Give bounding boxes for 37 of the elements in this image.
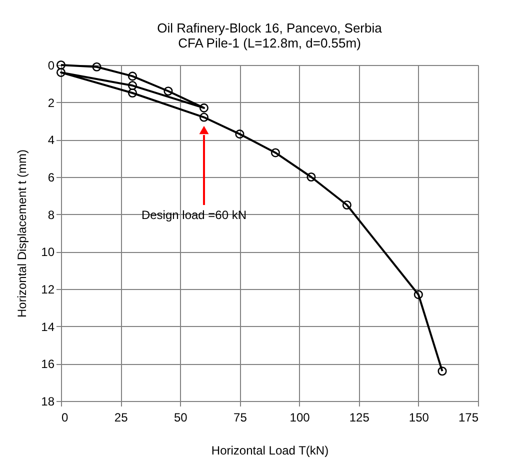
y-tick-label: 0 bbox=[48, 58, 55, 72]
point bbox=[92, 62, 102, 72]
point bbox=[164, 86, 173, 96]
y-tick-label: 14 bbox=[41, 320, 55, 334]
point bbox=[128, 88, 138, 98]
x-tick-label: 75 bbox=[234, 410, 248, 424]
point bbox=[199, 112, 208, 122]
point bbox=[414, 290, 423, 300]
point bbox=[235, 130, 244, 139]
point bbox=[56, 68, 66, 77]
y-tick-label: 16 bbox=[41, 357, 55, 372]
x-tick-label: 125 bbox=[349, 410, 370, 424]
annotation: Design load =60 kN bbox=[141, 208, 247, 222]
point bbox=[342, 200, 352, 210]
y-tick-label: 10 bbox=[41, 245, 55, 260]
x-tick-label: 25 bbox=[114, 410, 128, 424]
x-tick-label: 150 bbox=[408, 410, 430, 424]
point bbox=[128, 72, 138, 81]
chart-subtitle: CFA Pile-1 (L=12.8m, d=0.55m) bbox=[178, 36, 361, 51]
y-tick-label: 12 bbox=[41, 282, 55, 296]
point bbox=[438, 366, 447, 376]
x-tick-label: 0 bbox=[62, 410, 68, 424]
point bbox=[199, 103, 208, 112]
point bbox=[270, 148, 280, 158]
y-tick-label: 18 bbox=[41, 394, 55, 408]
x-axis-title: Horizontal Load T(kN) bbox=[211, 444, 329, 458]
x-tick-label: 100 bbox=[290, 410, 310, 424]
y-tick-label: 6 bbox=[48, 170, 55, 184]
x-tick-label: 175 bbox=[458, 410, 479, 424]
point bbox=[128, 81, 138, 90]
y-tick-label: 8 bbox=[48, 208, 55, 222]
chart-title: Oil Rafinery-Block 16, Pancevo, Serbia bbox=[157, 20, 383, 36]
y-tick-label: 4 bbox=[48, 133, 55, 148]
point bbox=[306, 172, 316, 182]
y-tick-label: 2 bbox=[48, 96, 55, 110]
x-tick-label: 50 bbox=[174, 410, 188, 424]
y-axis-title: Horizontal Displacement t (mm) bbox=[15, 149, 30, 318]
